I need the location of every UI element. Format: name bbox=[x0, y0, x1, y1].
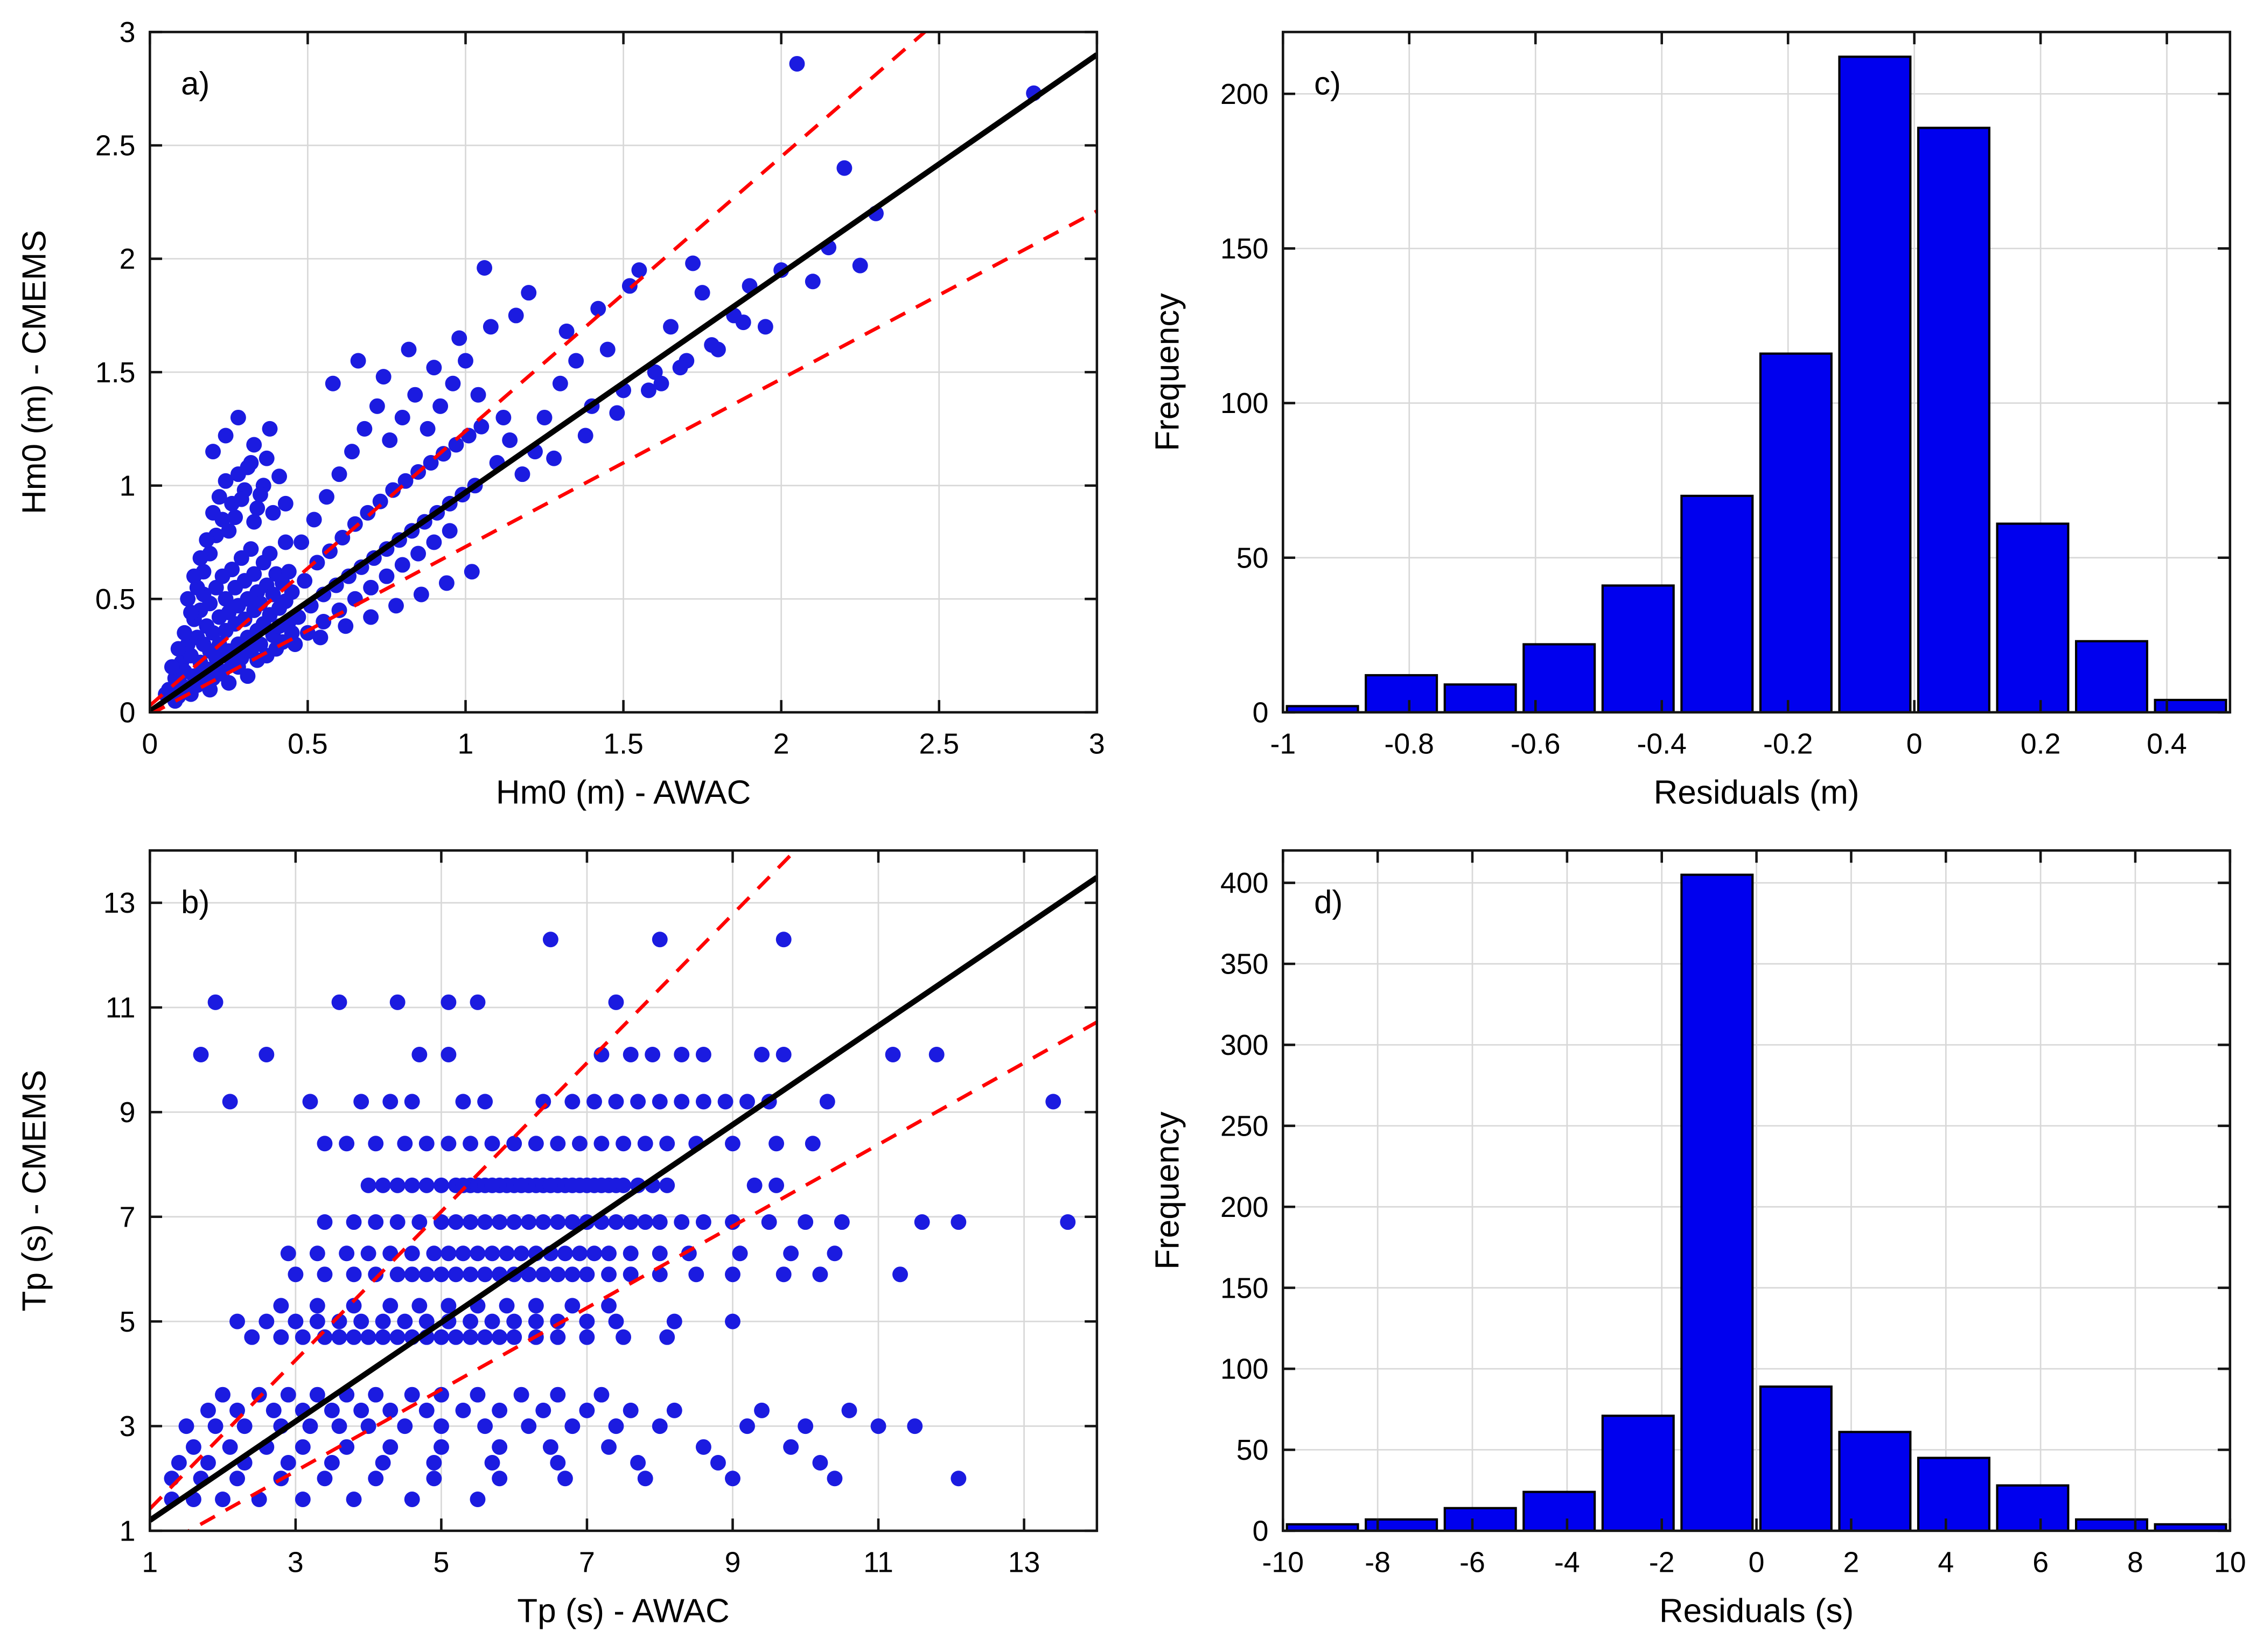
svg-text:0.5: 0.5 bbox=[288, 727, 328, 760]
svg-text:10: 10 bbox=[2214, 1546, 2246, 1578]
svg-text:0: 0 bbox=[1906, 727, 1923, 760]
svg-text:0: 0 bbox=[1749, 1546, 1765, 1578]
svg-text:-0.4: -0.4 bbox=[1637, 727, 1686, 760]
svg-text:Frequency: Frequency bbox=[1149, 1111, 1186, 1270]
svg-text:3: 3 bbox=[288, 1546, 304, 1578]
svg-text:-0.8: -0.8 bbox=[1385, 727, 1434, 760]
panel-a: 0 0.5 1 1.5 2 2.5 3 0 0.5 1 1.5 2 2.5 3 Hm0 (m) - AWAC… bbox=[5, 10, 1117, 824]
svg-text:-2: -2 bbox=[1649, 1546, 1675, 1578]
svg-text:3: 3 bbox=[1089, 727, 1105, 760]
svg-text:-10: -10 bbox=[1262, 1546, 1304, 1578]
svg-text:7: 7 bbox=[120, 1201, 136, 1233]
svg-text:2: 2 bbox=[773, 727, 789, 760]
scatter-hm0-cmems-vs-awac: 0 0.5 1 1.5 2 2.5 3 0 0.5 1 1.5 2 2.5 3 Hm0 (m) - AWAC… bbox=[5, 10, 1117, 824]
svg-text:1: 1 bbox=[120, 1515, 136, 1547]
svg-text:9: 9 bbox=[120, 1096, 136, 1129]
panel-c: -1 -0.8 -0.6 -0.4 -0.2 0 0.2 0.4 0 50 100 150 200 Res… bbox=[1138, 10, 2250, 824]
svg-text:200: 200 bbox=[1220, 1191, 1269, 1223]
svg-text:2.5: 2.5 bbox=[919, 727, 959, 760]
svg-text:150: 150 bbox=[1220, 233, 1269, 265]
svg-text:d): d) bbox=[1314, 884, 1343, 920]
svg-text:9: 9 bbox=[725, 1546, 741, 1578]
svg-text:13: 13 bbox=[1008, 1546, 1040, 1578]
svg-text:50: 50 bbox=[1236, 542, 1269, 574]
svg-text:0.2: 0.2 bbox=[2021, 727, 2061, 760]
svg-text:1: 1 bbox=[142, 1546, 158, 1578]
histogram-tp-residuals: -10 -8 -6 -4 -2 0 2 4 6 8 100501001502002503003504… bbox=[1138, 828, 2250, 1642]
svg-text:3: 3 bbox=[120, 16, 136, 48]
svg-text:-0.6: -0.6 bbox=[1511, 727, 1560, 760]
svg-text:b): b) bbox=[181, 884, 209, 920]
svg-text:-8: -8 bbox=[1365, 1546, 1390, 1578]
svg-text:250: 250 bbox=[1220, 1110, 1269, 1142]
svg-text:Hm0 (m) - AWAC: Hm0 (m) - AWAC bbox=[496, 774, 751, 811]
svg-text:Tp (s) - AWAC: Tp (s) - AWAC bbox=[517, 1593, 729, 1630]
svg-text:7: 7 bbox=[579, 1546, 595, 1578]
svg-text:5: 5 bbox=[433, 1546, 449, 1578]
svg-text:4: 4 bbox=[1938, 1546, 1954, 1578]
svg-text:Residuals (m): Residuals (m) bbox=[1654, 774, 1860, 811]
svg-text:Tp (s) - CMEMS: Tp (s) - CMEMS bbox=[16, 1070, 53, 1312]
svg-text:13: 13 bbox=[103, 887, 136, 919]
svg-text:a): a) bbox=[181, 65, 209, 101]
svg-text:200: 200 bbox=[1220, 78, 1269, 110]
svg-text:0: 0 bbox=[1253, 696, 1269, 729]
panel-b: 1 3 5 7 9 11 13 1 3 5 7 9 11 13 Tp (s) - AWAC Tp (s) - … bbox=[5, 828, 1117, 1642]
svg-text:100: 100 bbox=[1220, 387, 1269, 419]
svg-text:5: 5 bbox=[120, 1306, 136, 1338]
svg-text:2: 2 bbox=[120, 243, 136, 275]
svg-text:11: 11 bbox=[106, 992, 136, 1024]
svg-text:11: 11 bbox=[863, 1546, 893, 1578]
svg-text:0: 0 bbox=[120, 696, 136, 729]
svg-text:1.5: 1.5 bbox=[603, 727, 644, 760]
svg-text:-1: -1 bbox=[1270, 727, 1296, 760]
svg-text:0: 0 bbox=[1253, 1515, 1269, 1547]
svg-text:3: 3 bbox=[120, 1410, 136, 1443]
svg-text:c): c) bbox=[1314, 65, 1341, 101]
histogram-hm0-residuals: -1 -0.8 -0.6 -0.4 -0.2 0 0.2 0.4 0 50 100 150 200 Res… bbox=[1138, 10, 2250, 824]
svg-text:6: 6 bbox=[2032, 1546, 2049, 1578]
svg-text:350: 350 bbox=[1220, 948, 1269, 981]
svg-text:1: 1 bbox=[120, 470, 136, 502]
svg-text:Residuals (s): Residuals (s) bbox=[1659, 1593, 1854, 1630]
svg-text:Hm0 (m) - CMEMS: Hm0 (m) - CMEMS bbox=[16, 230, 53, 514]
svg-text:8: 8 bbox=[2127, 1546, 2143, 1578]
svg-text:-0.2: -0.2 bbox=[1763, 727, 1813, 760]
svg-text:Frequency: Frequency bbox=[1149, 293, 1186, 451]
svg-text:300: 300 bbox=[1220, 1029, 1269, 1061]
svg-text:100: 100 bbox=[1220, 1353, 1269, 1385]
svg-text:1.5: 1.5 bbox=[95, 356, 136, 389]
svg-text:-6: -6 bbox=[1459, 1546, 1485, 1578]
svg-text:50: 50 bbox=[1236, 1434, 1269, 1466]
panel-d: -10 -8 -6 -4 -2 0 2 4 6 8 10 0 50 100 150 200 250 300 350 4… bbox=[1138, 828, 2250, 1642]
svg-text:0: 0 bbox=[142, 727, 158, 760]
svg-text:400: 400 bbox=[1220, 867, 1269, 899]
svg-text:0.4: 0.4 bbox=[2147, 727, 2187, 760]
svg-text:2: 2 bbox=[1843, 1546, 1860, 1578]
svg-text:-4: -4 bbox=[1554, 1546, 1580, 1578]
svg-text:150: 150 bbox=[1220, 1272, 1269, 1304]
svg-text:2.5: 2.5 bbox=[95, 130, 136, 162]
svg-text:0.5: 0.5 bbox=[95, 583, 136, 615]
svg-text:1: 1 bbox=[458, 727, 474, 760]
